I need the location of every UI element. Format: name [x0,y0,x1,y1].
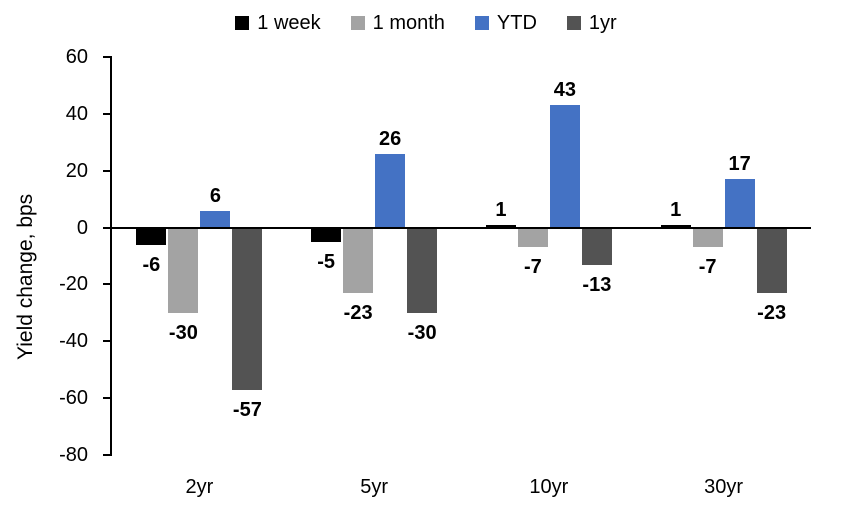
chart-legend: 1 week 1 month YTD 1yr [0,11,852,35]
category-label-2yr: 2yr [185,476,214,498]
bar-1-month-2yr [168,227,199,313]
y-axis-tick-label: 40 [65,102,88,125]
bar-ytd-2yr [200,210,231,228]
legend-label: 1 week [257,12,321,34]
y-axis-tick-label: 0 [76,216,88,239]
y-axis-tick-mark [103,56,111,58]
y-axis-tick-mark [103,283,111,286]
data-label-1-week-10yr: 1 [495,198,507,221]
data-label-1-week-30yr: 1 [670,198,682,221]
bar-1-week-10yr [485,224,516,228]
data-label-1-month-5yr: -23 [343,301,373,324]
y-axis-tick-mark [103,112,111,115]
data-label-1-week-5yr: -5 [317,250,336,273]
data-label-1-month-30yr: -7 [698,256,717,279]
y-axis-tick-mark [103,169,111,172]
data-label-ytd-2yr: 6 [209,184,221,207]
legend-marker-ytd-icon [474,16,489,30]
y-axis-tick-label: -20 [59,273,88,296]
data-label-1-month-10yr: -7 [523,256,542,279]
bar-1-week-2yr [136,227,167,245]
y-axis-tick-mark [103,454,111,456]
legend-label: 1 month [372,12,445,34]
data-label-ytd-5yr: 26 [379,127,402,150]
plot-area: -6 -30 6 -57 -5 -23 26 -30 1 -7 43 -13 1 -7 17 -23 [112,57,811,455]
y-axis-tick-label: -60 [59,387,88,410]
category-label-5yr: 5yr [360,476,389,498]
legend-item-1-week: 1 week [235,11,321,35]
legend-marker-1-week-icon [235,16,250,30]
legend-marker-1-month-icon [350,16,365,30]
category-label-10yr: 10yr [529,476,569,498]
zero-baseline [112,226,811,229]
y-axis-tick-mark [103,226,111,229]
bar-ytd-5yr [375,153,406,228]
bar-1yr-5yr [407,227,438,313]
legend-item-1yr: 1yr [566,11,617,35]
legend-item-1-month: 1 month [350,11,445,35]
bar-1-month-30yr [692,227,723,248]
y-axis-tick-label: 60 [65,46,88,68]
data-label-1yr-30yr: -23 [757,301,787,324]
data-label-1yr-2yr: -57 [232,398,262,421]
data-label-ytd-10yr: 43 [553,79,576,102]
bar-1-week-30yr [660,224,691,228]
data-label-1yr-10yr: -13 [582,273,612,296]
bar-1yr-2yr [232,227,263,390]
y-axis-tick-mark [103,340,111,343]
bar-1yr-10yr [581,227,612,265]
bar-1yr-30yr [756,227,787,293]
data-label-1yr-5yr: -30 [407,321,437,344]
y-axis-tick-label: -40 [59,330,88,353]
bar-ytd-10yr [549,105,580,228]
y-axis-tick-label: -80 [59,444,88,466]
y-axis-line [110,56,112,456]
data-label-1-month-2yr: -30 [168,321,198,344]
bar-1-month-5yr [343,227,374,293]
bar-1-month-10yr [517,227,548,248]
data-label-ytd-30yr: 17 [728,153,751,176]
data-label-1-week-2yr: -6 [142,253,161,276]
y-axis-tick-mark [103,397,111,400]
category-label-30yr: 30yr [704,476,744,498]
y-axis-tick-label: 20 [65,159,88,182]
bar-ytd-30yr [724,179,755,228]
legend-marker-1yr-icon [566,16,581,30]
legend-label: 1yr [588,12,617,34]
legend-item-ytd: YTD [474,11,537,35]
bar-1-week-5yr [311,227,342,242]
legend-label: YTD [496,12,537,34]
